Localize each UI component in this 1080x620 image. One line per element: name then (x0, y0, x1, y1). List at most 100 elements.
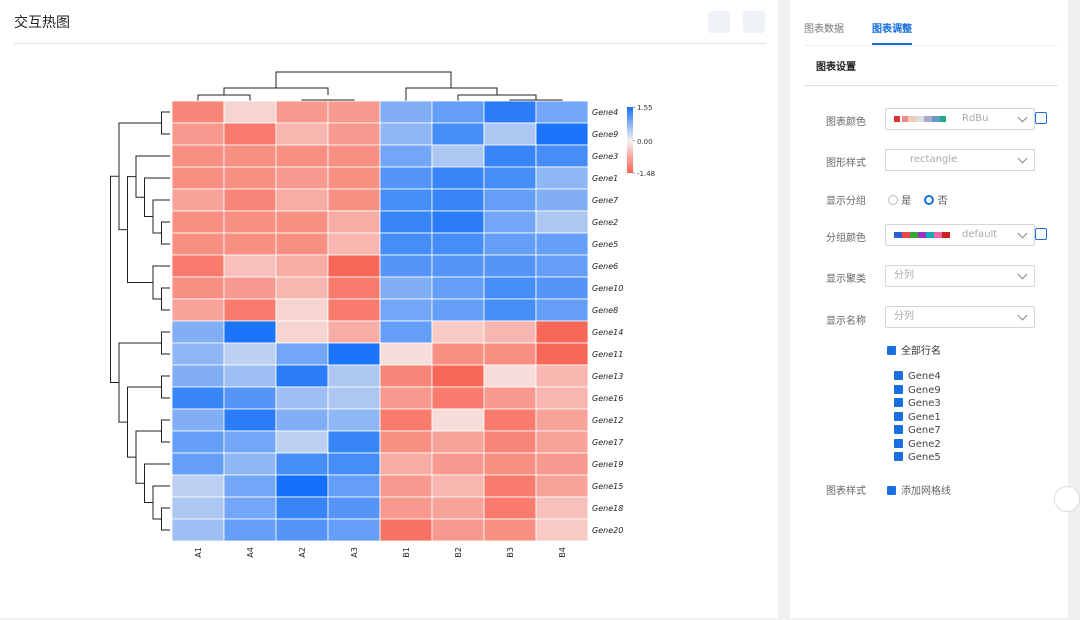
heatmap-cell (275, 320, 329, 344)
heatmap-cell (327, 408, 381, 432)
save-button[interactable] (708, 11, 730, 33)
radio-label: 是 (901, 196, 912, 207)
heatmap-cell (223, 342, 277, 366)
heatmap-cell (379, 342, 433, 366)
row-checkbox[interactable]: Gene5 (894, 451, 1014, 462)
heatmap-cell (483, 430, 537, 454)
row-label: Gene9 (592, 130, 618, 139)
heatmap-cell (171, 254, 225, 278)
heatmap-cell (171, 100, 225, 124)
row-checkbox[interactable]: Gene7 (894, 424, 1014, 438)
checkbox[interactable]: 全部行名 (887, 342, 941, 357)
heatmap-cell (535, 320, 589, 344)
tab-active[interactable]: 图表调整 (872, 20, 912, 45)
checkbox[interactable] (894, 411, 903, 421)
checkbox[interactable] (894, 398, 903, 407)
select[interactable]: rectangle (885, 149, 1035, 171)
row-checkbox[interactable]: Gene2 (894, 438, 1014, 452)
download-button[interactable] (743, 11, 765, 33)
heatmap-cell (483, 210, 537, 234)
heatmap-cell (275, 276, 329, 300)
row-label: Gene14 (592, 328, 623, 337)
field-label: 图表颜色 (826, 117, 866, 128)
field-label: 显示聚类 (826, 274, 866, 285)
row-checkbox[interactable]: Gene4 (894, 370, 1014, 384)
heatmap-cell (379, 144, 433, 168)
checkbox-label: 全部行名 (901, 346, 941, 357)
heatmap-cell (431, 342, 485, 366)
checkbox[interactable] (894, 371, 903, 380)
heatmap-cell (223, 100, 277, 124)
heatmap-cell (483, 386, 537, 410)
row-label: Gene5 (592, 240, 618, 249)
heatmap-cell (483, 166, 537, 190)
heatmap-cell (431, 276, 485, 300)
radio-group: 是 否 (888, 192, 948, 207)
edit-button[interactable] (1054, 486, 1080, 512)
tab[interactable]: 图表数据 (804, 24, 844, 35)
heatmap-cell (223, 364, 277, 388)
radio[interactable] (888, 195, 898, 205)
section-title: 图表设置 (816, 62, 856, 73)
heatmap-cell (535, 100, 589, 124)
row-checkbox[interactable]: Gene9 (894, 384, 1014, 398)
checkbox[interactable] (894, 438, 903, 448)
heatmap-cell (431, 474, 485, 498)
heatmap-cell (431, 364, 485, 388)
heatmap-cell (327, 122, 381, 146)
heatmap-cell (223, 474, 277, 498)
panel-title: 交互热图 (14, 15, 70, 31)
heatmap-cell (223, 276, 277, 300)
heatmap-cell (535, 188, 589, 212)
heatmap-cell (535, 474, 589, 498)
heatmap-cell (535, 144, 589, 168)
heatmap-cell (275, 166, 329, 190)
row-checkbox[interactable]: Gene3 (894, 397, 1014, 411)
checkbox[interactable] (894, 384, 903, 394)
settings-panel: 图表数据 图表调整 图表设置 图表颜色 RdBu 图形样式 rectangle … (790, 0, 1068, 618)
add-button[interactable] (1035, 112, 1047, 124)
select[interactable]: RdBu (885, 108, 1035, 130)
heatmap-cell (275, 496, 329, 520)
heatmap-cell (223, 188, 277, 212)
add-button[interactable] (1035, 228, 1047, 240)
heatmap-cell (171, 342, 225, 366)
heatmap-cell (431, 518, 485, 542)
heatmap-cell (483, 474, 537, 498)
heatmap-cell (431, 144, 485, 168)
divider (804, 85, 1058, 86)
color-tick-label: -1.48 (637, 170, 655, 178)
checkbox[interactable]: 添加网格线 (887, 482, 951, 497)
row-checkbox[interactable]: Gene1 (894, 411, 1014, 425)
heatmap-cell (327, 232, 381, 256)
radio-checked[interactable] (924, 195, 935, 205)
heatmap-cell (431, 254, 485, 278)
checkbox-label: Gene9 (908, 384, 941, 396)
heatmap-cell (327, 364, 381, 388)
column-label: A1 (194, 547, 203, 558)
heatmap-cell (275, 342, 329, 366)
checkbox[interactable] (894, 452, 903, 461)
select[interactable]: 分列 (885, 306, 1035, 328)
row-label: Gene2 (592, 218, 618, 227)
heatmap-cell (171, 298, 225, 322)
heatmap-cell (275, 254, 329, 278)
heatmap-cell (431, 210, 485, 234)
row-label: Gene8 (592, 306, 618, 315)
heatmap-cell (379, 100, 433, 124)
checkbox[interactable] (894, 425, 903, 434)
select[interactable]: default (885, 224, 1035, 246)
heatmap-cell (275, 122, 329, 146)
heatmap-cell (535, 210, 589, 234)
heatmap-cell (431, 188, 485, 212)
column-label: B3 (506, 547, 515, 558)
row-label: Gene1 (592, 174, 618, 183)
heatmap-cell (483, 100, 537, 124)
row-label: Gene10 (592, 284, 623, 293)
select[interactable]: 分列 (885, 265, 1035, 287)
divider (14, 43, 766, 44)
heatmap-cell (275, 232, 329, 256)
heatmap-cell (327, 518, 381, 542)
heatmap-cell (171, 518, 225, 542)
